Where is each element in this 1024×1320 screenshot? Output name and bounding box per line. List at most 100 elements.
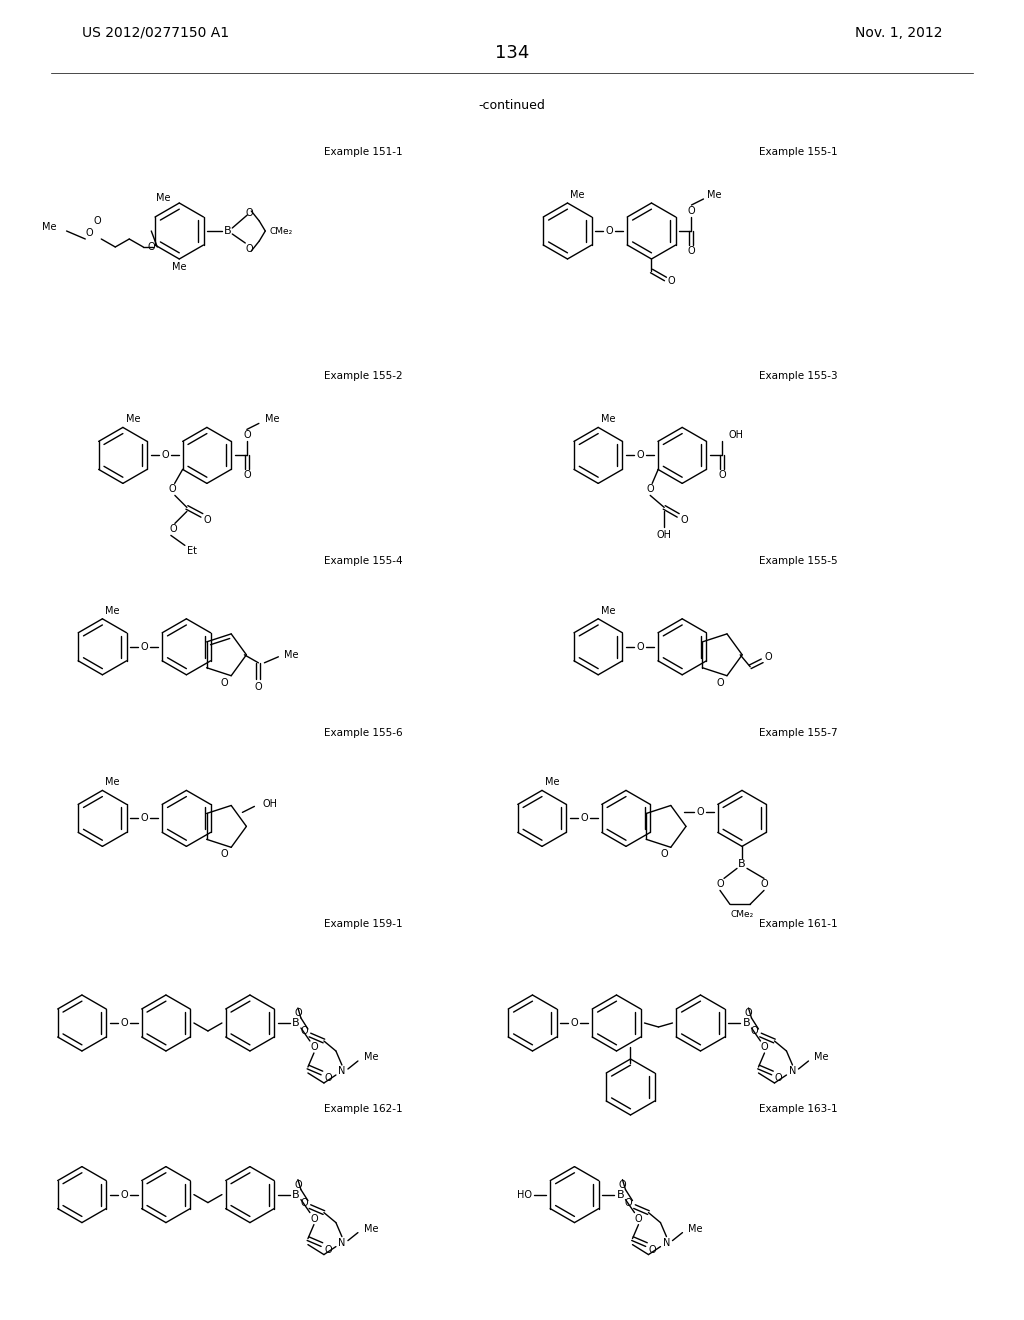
Text: O: O <box>300 1197 308 1208</box>
Text: O: O <box>220 677 228 688</box>
Text: Me: Me <box>265 414 280 425</box>
Text: O: O <box>635 1213 642 1224</box>
Text: O: O <box>716 879 724 890</box>
Text: O: O <box>294 1180 302 1189</box>
Text: O: O <box>243 430 251 441</box>
Text: Me: Me <box>601 414 615 425</box>
Text: Nov. 1, 2012: Nov. 1, 2012 <box>855 26 942 40</box>
Text: O: O <box>246 209 253 218</box>
Text: -continued: -continued <box>478 99 546 112</box>
Text: O: O <box>625 1197 632 1208</box>
Text: O: O <box>310 1041 317 1052</box>
Text: O: O <box>243 470 251 480</box>
Text: CMe₂: CMe₂ <box>269 227 293 235</box>
Text: Me: Me <box>105 606 120 616</box>
Text: O: O <box>761 1041 768 1052</box>
Text: O: O <box>775 1073 782 1082</box>
Text: Me: Me <box>126 414 140 425</box>
Text: O: O <box>325 1073 332 1082</box>
Text: Me: Me <box>364 1052 379 1063</box>
Text: Example 155-5: Example 155-5 <box>760 556 838 566</box>
Text: O: O <box>120 1189 128 1200</box>
Text: US 2012/0277150 A1: US 2012/0277150 A1 <box>82 26 229 40</box>
Text: Me: Me <box>814 1052 829 1063</box>
Text: N: N <box>338 1067 346 1076</box>
Text: O: O <box>581 813 588 824</box>
Text: O: O <box>744 1008 753 1018</box>
Text: B: B <box>616 1189 625 1200</box>
Text: Example 155-3: Example 155-3 <box>760 371 838 381</box>
Text: O: O <box>310 1213 317 1224</box>
Text: O: O <box>255 682 262 692</box>
Text: O: O <box>140 813 148 824</box>
Text: CMe₂: CMe₂ <box>730 909 754 919</box>
Text: O: O <box>93 216 101 226</box>
Text: O: O <box>764 652 772 661</box>
Text: O: O <box>203 515 211 525</box>
Text: Example 151-1: Example 151-1 <box>325 147 402 157</box>
Text: B: B <box>292 1189 300 1200</box>
Text: O: O <box>169 524 177 535</box>
Text: OH: OH <box>728 430 743 441</box>
Text: Example 161-1: Example 161-1 <box>760 919 838 929</box>
Text: O: O <box>668 276 675 286</box>
Text: O: O <box>294 1008 302 1018</box>
Text: Me: Me <box>172 261 186 272</box>
Text: O: O <box>646 484 654 495</box>
Text: Example 155-1: Example 155-1 <box>760 147 838 157</box>
Text: O: O <box>147 242 155 252</box>
Text: Et: Et <box>186 546 197 557</box>
Text: O: O <box>169 484 176 495</box>
Text: O: O <box>751 1026 759 1036</box>
Text: Me: Me <box>105 777 120 788</box>
Text: O: O <box>636 450 644 461</box>
Text: O: O <box>246 244 253 253</box>
Text: Me: Me <box>545 777 559 788</box>
Text: O: O <box>688 206 695 216</box>
Text: Example 155-6: Example 155-6 <box>325 727 402 738</box>
Text: OH: OH <box>262 800 278 809</box>
Text: O: O <box>605 226 613 236</box>
Text: O: O <box>719 470 726 480</box>
Text: O: O <box>140 642 148 652</box>
Text: Me: Me <box>601 606 615 616</box>
Text: Me: Me <box>688 1224 703 1234</box>
Text: Me: Me <box>285 649 299 660</box>
Text: N: N <box>338 1238 346 1247</box>
Text: O: O <box>760 879 768 890</box>
Text: B: B <box>742 1018 751 1028</box>
Text: B: B <box>738 859 745 870</box>
Text: Example 159-1: Example 159-1 <box>325 919 402 929</box>
Text: Example 162-1: Example 162-1 <box>325 1104 402 1114</box>
Text: Example 155-4: Example 155-4 <box>325 556 402 566</box>
Text: B: B <box>292 1018 300 1028</box>
Text: HO: HO <box>517 1189 532 1200</box>
Text: O: O <box>660 849 668 859</box>
Text: O: O <box>648 1245 656 1254</box>
Text: O: O <box>161 450 169 461</box>
Text: Example 155-7: Example 155-7 <box>760 727 838 738</box>
Text: Example 163-1: Example 163-1 <box>760 1104 838 1114</box>
Text: O: O <box>570 1018 579 1028</box>
Text: N: N <box>663 1238 670 1247</box>
Text: O: O <box>680 515 688 525</box>
Text: O: O <box>220 849 228 859</box>
Text: O: O <box>636 642 644 652</box>
Text: Me: Me <box>708 190 722 201</box>
Text: O: O <box>85 228 93 238</box>
Text: O: O <box>325 1245 332 1254</box>
Text: Me: Me <box>570 190 585 201</box>
Text: Me: Me <box>42 222 56 232</box>
Text: B: B <box>223 226 231 236</box>
Text: O: O <box>300 1026 308 1036</box>
Text: OH: OH <box>656 531 672 540</box>
Text: O: O <box>618 1180 627 1189</box>
Text: O: O <box>688 246 695 256</box>
Text: O: O <box>696 808 703 817</box>
Text: Me: Me <box>156 193 171 203</box>
Text: N: N <box>788 1067 797 1076</box>
Text: O: O <box>717 677 724 688</box>
Text: 134: 134 <box>495 44 529 62</box>
Text: Me: Me <box>364 1224 379 1234</box>
Text: O: O <box>120 1018 128 1028</box>
